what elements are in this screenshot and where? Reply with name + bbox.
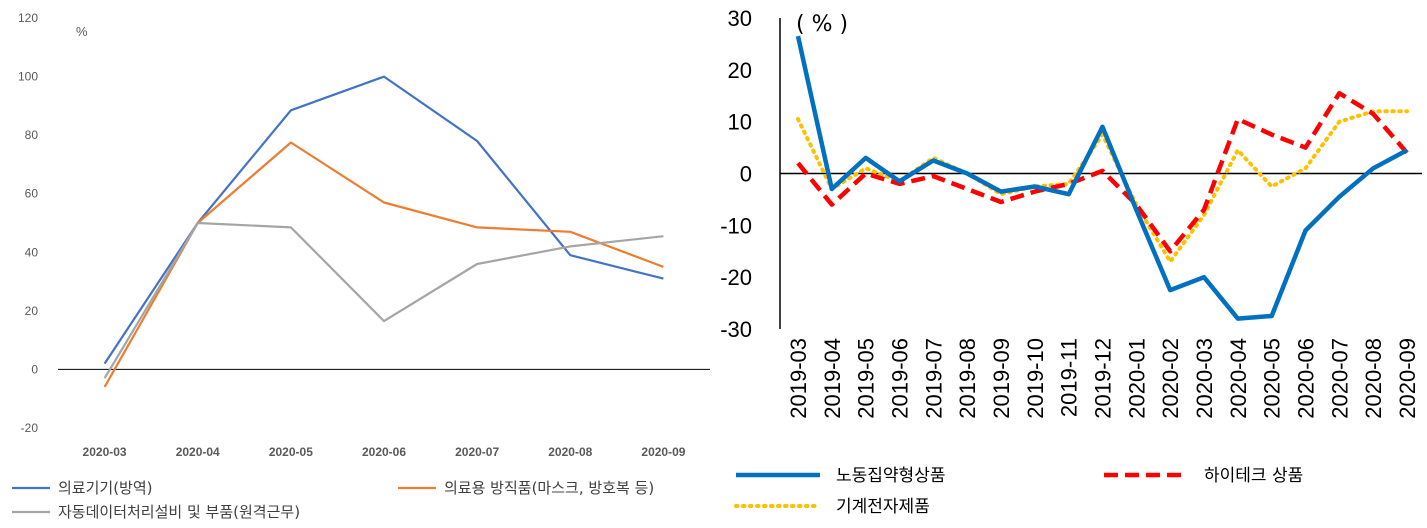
left-y-tick-label: 80 [25,128,39,142]
right-x-tick-label: 2019-03 [786,338,811,419]
left-x-tick-label: 2020-06 [362,445,406,459]
right-x-tick-label: 2020-07 [1327,338,1352,419]
right-y-tick-label: -20 [720,265,752,290]
left-x-tick-label: 2020-07 [455,445,499,459]
left-x-tick-label: 2020-08 [548,445,592,459]
right-x-tick-label: 2020-02 [1158,338,1183,419]
right-x-tick-label: 2020-06 [1294,338,1319,419]
right-x-tick-label: 2019-08 [955,338,980,419]
right-legend-label: 노동집약형상품 [836,466,945,486]
right-unit-label: ( % ) [796,12,848,37]
right-x-tick-label: 2019-07 [921,338,946,419]
left-y-tick-label: 60 [25,187,39,201]
left-y-tick-label: 100 [18,70,38,84]
right-x-tick-label: 2019-06 [888,338,913,419]
left-x-tick-label: 2020-09 [641,445,685,459]
right-y-tick-label: 20 [728,58,752,83]
right-x-tick-label: 2020-04 [1226,338,1251,419]
right-x-tick-label: 2020-09 [1395,338,1420,419]
right-legend-label: 하이테크 상품 [1204,466,1303,486]
left-y-tick-label: 0 [31,362,38,376]
left-x-tick-label: 2020-04 [176,445,220,459]
right-x-tick-label: 2019-04 [820,338,845,419]
left-y-tick-label: -20 [21,421,39,435]
right-x-tick-label: 2019-12 [1091,338,1116,419]
left-y-tick-label: 120 [18,11,38,25]
left-y-tick-label: 40 [25,245,39,259]
left-series-line-1 [103,141,664,388]
left-chart: 120 100 80 60 40 20 0 -20% 2020-03 2020-04 2020-05… [12,11,710,521]
right-series-line-0 [795,35,1409,321]
right-x-tick-label: 2020-05 [1260,338,1285,419]
right-x-tick-label: 2019-05 [854,338,879,419]
left-unit-label: % [76,24,88,39]
right-x-tick-label: 2019-11 [1057,338,1082,417]
left-y-tick-label: 20 [25,304,39,318]
right-x-tick-label: 2020-01 [1124,338,1149,419]
right-y-tick-label: -30 [720,317,752,342]
left-x-tick-label: 2020-05 [269,445,313,459]
left-legend-label: 자동데이터처리설비 및 부품(원격근무) [58,503,300,521]
right-y-tick-label: 10 [728,110,752,135]
right-legend-label: 기계전자제품 [836,497,930,517]
left-x-tick-label: 2020-03 [83,445,127,459]
right-y-tick-label: 30 [728,6,752,31]
left-legend-label: 의료기기(방역) [58,479,153,497]
left-series-line-2 [103,221,664,379]
right-x-tick-label: 2019-09 [989,338,1014,419]
right-chart: 30 20 10 0 -10 -20 -30 ( % ) 2019-03 2019-04 2019-… [720,6,1422,517]
right-y-tick-label: -10 [720,213,752,238]
right-x-tick-label: 2020-03 [1192,338,1217,419]
right-x-tick-label: 2020-08 [1361,338,1386,419]
right-series-line-1 [796,90,1409,254]
right-x-tick-label: 2019-10 [1023,338,1048,419]
right-y-tick-label: 0 [740,162,752,187]
left-legend-label: 의료용 방직품(마스크, 방호복 등) [444,479,654,497]
